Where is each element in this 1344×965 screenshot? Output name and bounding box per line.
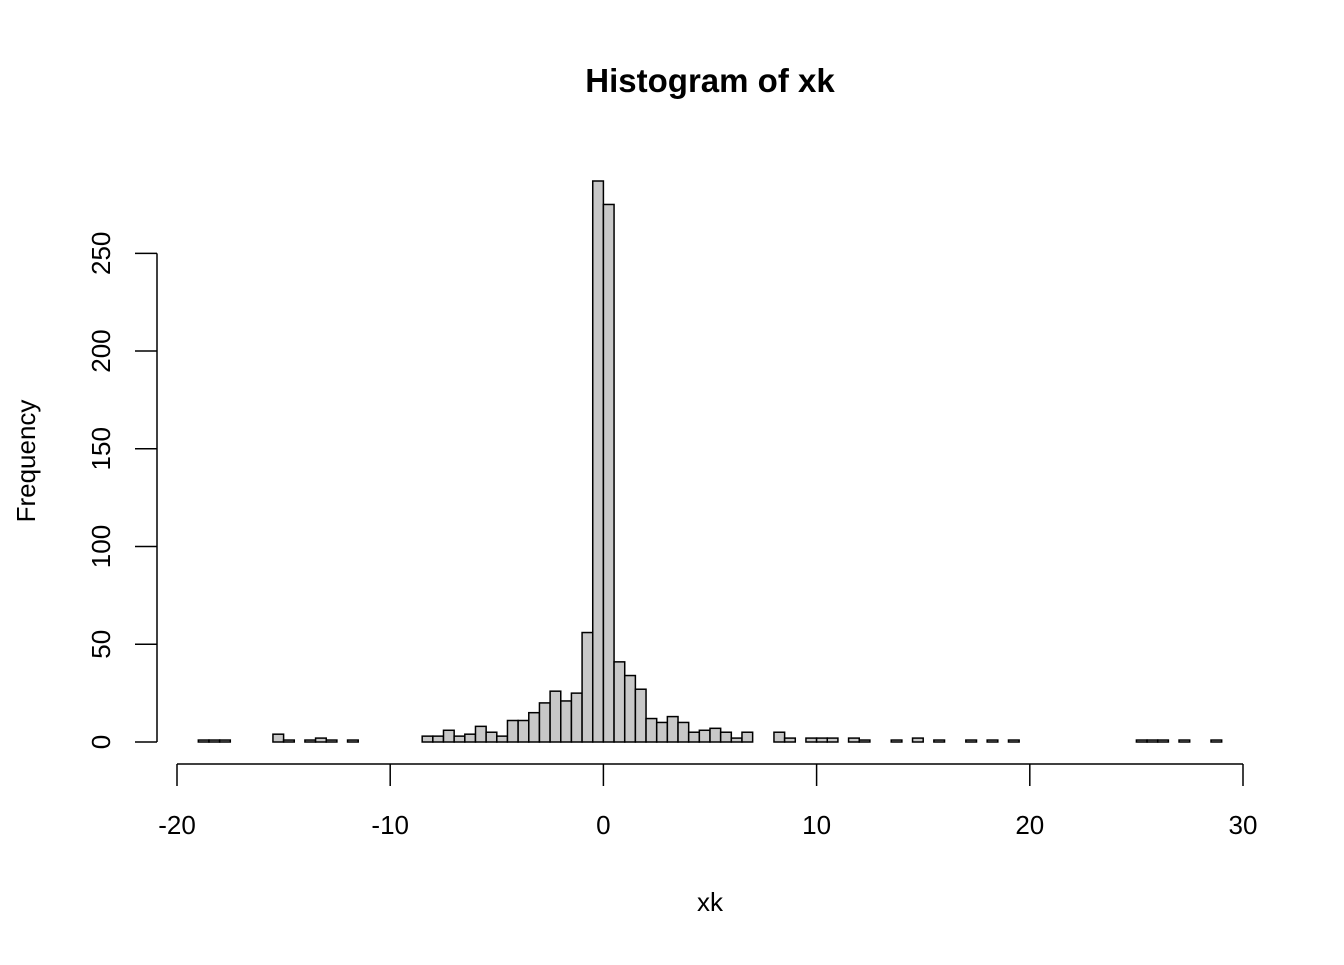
bar: [1210, 739, 1223, 743]
bar: [282, 739, 296, 743]
bar: [570, 692, 583, 743]
bar: [815, 737, 829, 743]
bar: [496, 735, 509, 743]
bar: [602, 203, 615, 743]
bar: [1178, 739, 1191, 743]
bar: [272, 733, 285, 743]
bar: [314, 737, 327, 743]
bar: [826, 737, 839, 743]
chart-title: Histogram of xk: [585, 62, 835, 99]
bar: [858, 739, 871, 743]
bar: [304, 739, 317, 743]
bar: [677, 721, 690, 743]
bar: [581, 631, 594, 743]
y-tick-label: 200: [86, 329, 116, 372]
bar: [911, 737, 924, 743]
bar: [773, 731, 786, 743]
bar: [1156, 739, 1170, 743]
y-tick-label: 100: [86, 525, 116, 568]
bar: [591, 180, 605, 743]
bar: [197, 739, 210, 743]
bar: [464, 733, 477, 743]
bar: [1007, 739, 1020, 743]
bar: [208, 739, 221, 743]
bar: [346, 739, 359, 743]
bar: [517, 719, 530, 743]
y-tick-label: 150: [86, 427, 116, 470]
bar: [933, 739, 946, 743]
y-axis-label: Frequency: [11, 400, 41, 523]
bar: [783, 737, 797, 743]
x-tick-label: 0: [596, 810, 610, 840]
bar: [709, 727, 722, 743]
bar: [730, 737, 743, 743]
bar: [666, 715, 679, 743]
y-tick-label: 50: [86, 630, 116, 659]
x-tick-label: 10: [802, 810, 831, 840]
bar: [698, 729, 711, 743]
bar: [741, 731, 754, 743]
bar: [528, 711, 541, 743]
bar: [421, 735, 434, 743]
bar: [623, 674, 637, 743]
y-tick-label: 250: [86, 232, 116, 275]
bar: [453, 735, 466, 743]
bar: [613, 661, 626, 743]
bar: [474, 725, 487, 743]
x-axis-label: xk: [697, 887, 724, 917]
x-tick-label: -20: [158, 810, 196, 840]
bar: [442, 729, 455, 743]
bar: [1146, 739, 1159, 743]
bar: [506, 719, 519, 743]
bar: [325, 739, 338, 743]
bar: [549, 690, 562, 743]
bar: [655, 721, 669, 743]
x-tick-label: 30: [1229, 810, 1258, 840]
y-tick-label: 0: [86, 735, 116, 749]
bar: [634, 688, 647, 743]
bar: [719, 731, 733, 743]
bar: [485, 731, 498, 743]
bar: [986, 739, 999, 743]
x-tick-label: -10: [371, 810, 409, 840]
bar: [645, 717, 658, 743]
bar: [538, 702, 551, 743]
bar: [1135, 739, 1148, 743]
bar: [432, 735, 445, 743]
bar: [890, 739, 903, 743]
bar: [218, 739, 232, 743]
bar: [560, 700, 573, 743]
bar: [965, 739, 978, 743]
bar: [805, 737, 818, 743]
x-tick-label: 20: [1015, 810, 1044, 840]
bar: [847, 737, 860, 743]
bar: [687, 731, 701, 743]
